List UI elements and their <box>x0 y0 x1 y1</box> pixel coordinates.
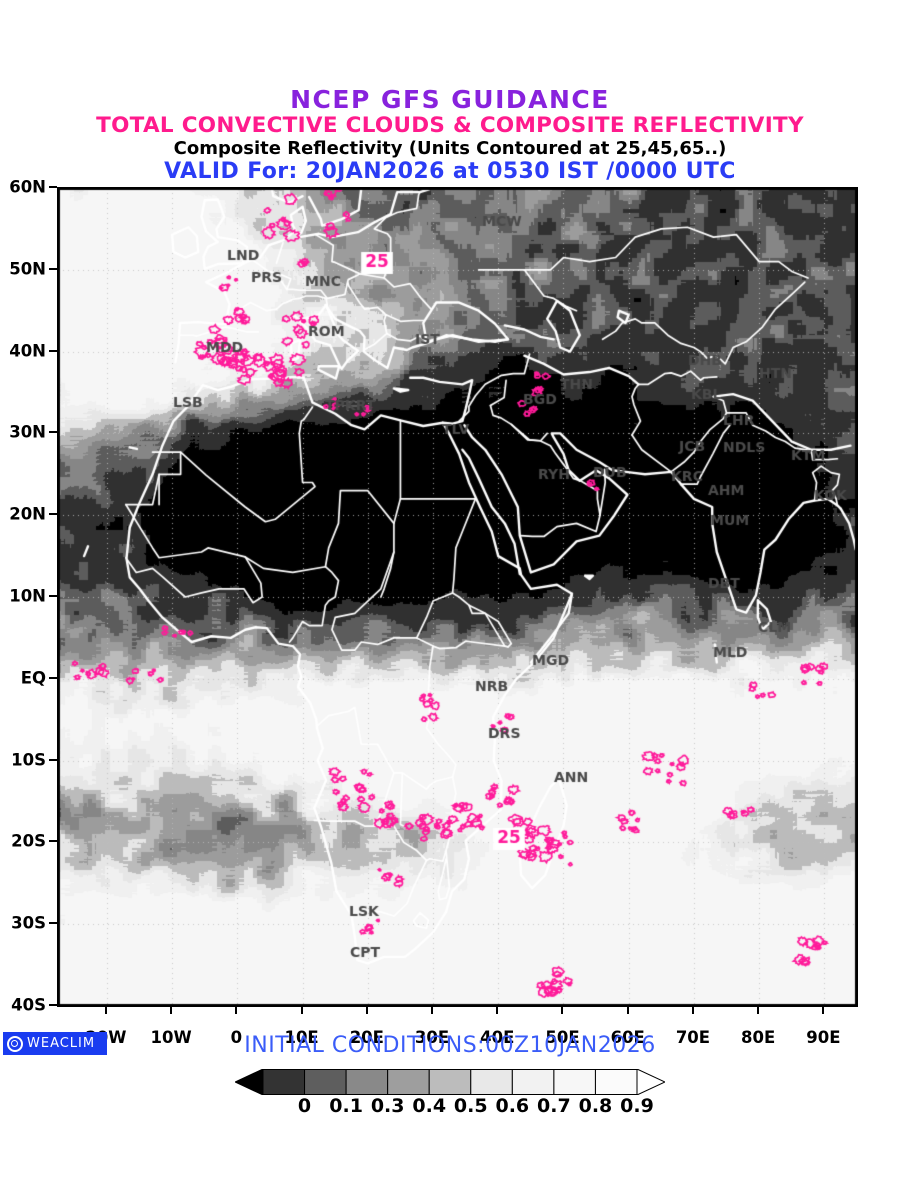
map-plot-area[interactable] <box>57 187 858 1007</box>
longitude-tick-mark <box>104 1006 107 1014</box>
latitude-tick-mark <box>49 758 57 761</box>
longitude-tick-mark <box>626 1006 629 1014</box>
longitude-tick-mark <box>496 1006 499 1014</box>
longitude-tick-mark <box>691 1006 694 1014</box>
longitude-tick-label: 50E <box>545 1028 580 1047</box>
colorbar-band <box>428 1069 472 1095</box>
longitude-tick-mark <box>757 1006 760 1014</box>
latitude-tick-mark <box>49 349 57 352</box>
latitude-tick-label: 50N <box>9 259 46 279</box>
colorbar-band <box>511 1069 555 1095</box>
initial-conditions-label: INITIAL CONDITIONS:00Z10JAN2026 <box>244 1033 656 1058</box>
circle-logo-icon <box>7 1035 23 1052</box>
title-block: NCEP GFS GUIDANCE TOTAL CONVECTIVE CLOUD… <box>0 86 900 184</box>
weaclim-label: WEACLIM <box>27 1036 96 1051</box>
colorbar-tick-label: 0.8 <box>578 1095 613 1117</box>
latitude-tick-label: 30S <box>11 913 46 933</box>
colorbar: 0 0.1 0.3 0.4 0.5 0.6 0.7 0.8 0.9 <box>235 1069 665 1121</box>
latitude-tick-label: 60N <box>9 177 46 197</box>
longitude-tick-label: 0 <box>230 1028 243 1047</box>
colorbar-band <box>304 1069 347 1095</box>
colorbar-extend-high <box>636 1069 665 1095</box>
colorbar-band <box>594 1069 638 1095</box>
colorbar-tick-label: 0.1 <box>329 1095 363 1117</box>
colorbar-tick-label: 0 <box>297 1095 312 1117</box>
longitude-tick-label: 30E <box>414 1028 450 1047</box>
latitude-tick-mark <box>49 513 57 516</box>
latitude-tick-label: 10S <box>11 750 46 770</box>
longitude-tick-mark <box>431 1006 434 1014</box>
longitude-tick-mark <box>561 1006 564 1014</box>
latitude-tick-label: 20N <box>9 504 46 524</box>
longitude-tick-mark <box>365 1006 368 1014</box>
weather-map-canvas[interactable] <box>58 188 857 1006</box>
longitude-tick-mark <box>300 1006 303 1014</box>
units-description: Composite Reflectivity (Units Contoured … <box>173 138 727 159</box>
longitude-tick-mark <box>235 1006 238 1014</box>
latitude-tick-label: 20S <box>11 831 46 851</box>
longitude-tick-label: 70E <box>675 1028 711 1047</box>
longitude-tick-label: 60E <box>610 1028 645 1047</box>
colorbar-band <box>262 1069 306 1095</box>
latitude-tick-label: 40S <box>11 995 46 1015</box>
latitude-tick-mark <box>49 431 57 434</box>
latitude-tick-mark <box>49 595 57 597</box>
colorbar-tick-label: 0.7 <box>537 1095 571 1117</box>
colorbar-tick-label: 0.9 <box>620 1095 654 1117</box>
latitude-tick-mark <box>49 267 57 270</box>
longitude-tick-label: 20E <box>349 1028 384 1047</box>
longitude-tick-mark <box>822 1006 825 1014</box>
latitude-tick-mark <box>49 186 57 188</box>
longitude-tick-label: 10E <box>284 1028 319 1047</box>
colorbar-band <box>345 1069 389 1095</box>
colorbar-tick-label: 0.4 <box>412 1095 447 1117</box>
colorbar-extend-low <box>235 1069 264 1095</box>
longitude-tick-mark <box>170 1006 173 1014</box>
colorbar-swatches <box>235 1069 665 1095</box>
page-title: NCEP GFS GUIDANCE <box>290 85 610 114</box>
colorbar-band <box>470 1069 513 1095</box>
latitude-tick-label: 10N <box>9 586 46 606</box>
longitude-tick-label: 40E <box>480 1028 515 1047</box>
weaclim-badge[interactable]: WEACLIM <box>3 1032 107 1055</box>
latitude-tick-label: 30N <box>9 422 46 442</box>
latitude-tick-label: EQ <box>20 668 46 688</box>
latitude-tick-mark <box>49 840 57 843</box>
page-subtitle: TOTAL CONVECTIVE CLOUDS & COMPOSITE REFL… <box>96 113 804 138</box>
colorbar-tick-label: 0.5 <box>453 1095 488 1117</box>
colorbar-band <box>387 1069 430 1095</box>
longitude-tick-label: 80E <box>741 1028 776 1047</box>
colorbar-band <box>553 1069 596 1095</box>
latitude-tick-label: 40N <box>9 341 46 361</box>
longitude-tick-label: 10W <box>150 1028 192 1047</box>
latitude-tick-mark <box>49 676 57 679</box>
colorbar-tick-label: 0.6 <box>495 1095 530 1117</box>
latitude-tick-mark <box>49 922 57 925</box>
colorbar-tick-labels: 0 0.1 0.3 0.4 0.5 0.6 0.7 0.8 0.9 <box>235 1095 665 1121</box>
valid-time-label: VALID For: 20JAN2026 at 0530 IST /0000 U… <box>164 159 736 184</box>
latitude-tick-mark <box>49 1004 57 1006</box>
longitude-tick-label: 90E <box>806 1028 841 1047</box>
colorbar-tick-label: 0.3 <box>370 1095 405 1117</box>
